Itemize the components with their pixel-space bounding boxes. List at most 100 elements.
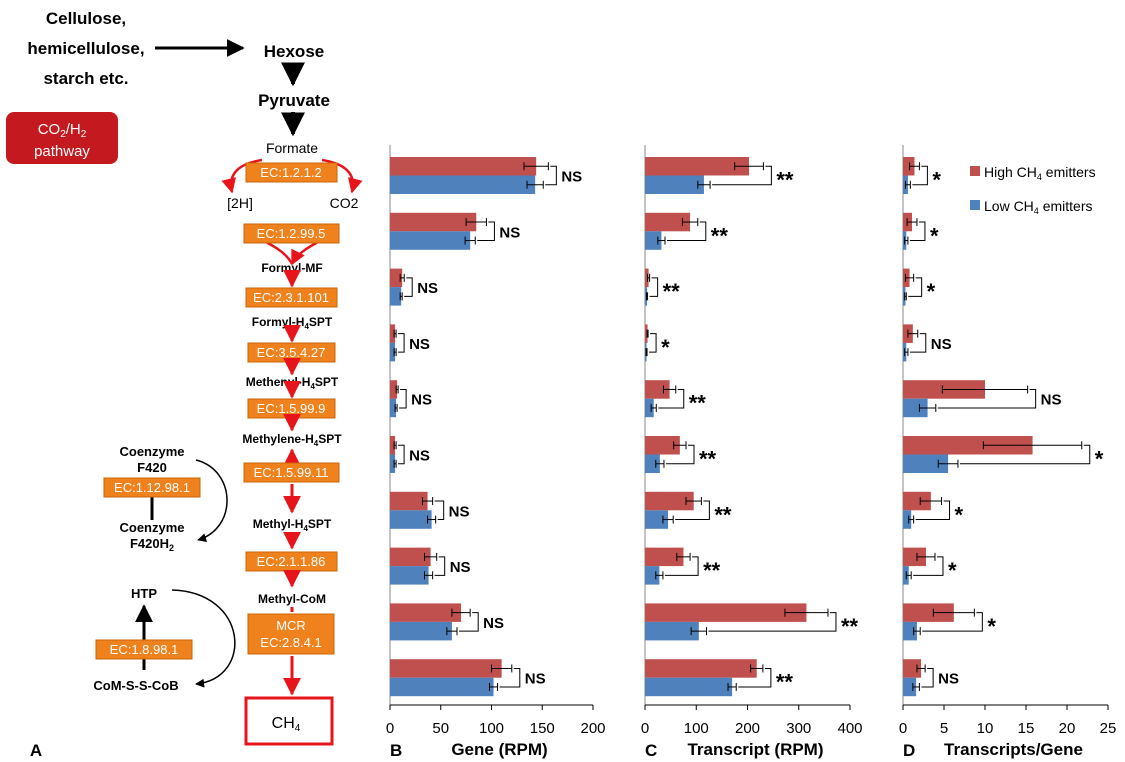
bar-d-high xyxy=(903,491,931,511)
bar-c-low xyxy=(645,398,654,418)
bar-b-low xyxy=(390,175,536,194)
significance-bracket-c xyxy=(708,612,837,632)
bar-b-low xyxy=(390,454,396,473)
significance-label-d: * xyxy=(927,279,936,304)
enzyme-label-4: EC:3.5.4.27 xyxy=(257,345,326,360)
bar-b-high xyxy=(390,380,398,399)
panel-label-d: D xyxy=(903,741,915,760)
bar-c-high xyxy=(645,603,807,622)
bar-d-high xyxy=(903,436,1033,455)
significance-label-c: ** xyxy=(689,391,707,416)
significance-label-b: NS xyxy=(411,392,432,409)
significance-label-c: ** xyxy=(776,168,794,193)
significance-bracket-c xyxy=(664,556,699,576)
enzyme-label-5: EC:1.5.99.9 xyxy=(257,401,326,416)
bar-c-high xyxy=(645,212,691,232)
significance-bracket-c xyxy=(649,333,657,353)
pathway-badge-line2: pathway xyxy=(34,143,90,160)
methane-label: CH4 xyxy=(272,715,301,734)
bar-d-high xyxy=(903,659,922,678)
significance-bracket-b xyxy=(434,556,446,576)
bar-c-low xyxy=(645,175,704,194)
bar-b-high xyxy=(390,659,502,678)
significance-label-b: NS xyxy=(525,671,546,688)
methane-box xyxy=(244,696,334,746)
pathway-badge-box xyxy=(6,112,118,164)
x-tick-label-d: 20 xyxy=(1059,720,1076,737)
significance-label-c: ** xyxy=(776,670,794,695)
bar-b-high xyxy=(390,157,537,176)
co2-label: CO2 xyxy=(330,195,359,211)
input-line-2: hemicellulose, xyxy=(27,39,144,58)
significance-bracket-d xyxy=(922,612,983,632)
bar-c-high xyxy=(645,547,684,567)
significance-bracket-b xyxy=(404,277,413,297)
significance-label-d: NS xyxy=(931,336,952,353)
mcr-label: MCR xyxy=(276,618,306,633)
significance-bracket-d xyxy=(908,277,923,297)
intermediate-formyl-h4spt: Formyl-H4SPT xyxy=(252,315,333,331)
legend: High CH4 emitters Low CH4 emitters xyxy=(970,164,1096,216)
significance-label-b: NS xyxy=(417,280,438,297)
significance-bracket-b xyxy=(398,444,405,465)
formate-label: Formate xyxy=(266,140,318,156)
coenzyme-cycle-arrow xyxy=(195,459,228,542)
bar-c-high xyxy=(645,659,757,678)
input-line-1: Cellulose, xyxy=(46,9,126,28)
significance-bracket-d xyxy=(937,388,1037,409)
intermediate-methyl-h4spt: Methyl-H4SPT xyxy=(253,517,332,533)
pathway-badge: CO2/H2 pathway xyxy=(6,112,118,164)
bar-d-low xyxy=(903,510,912,529)
bar-c-low xyxy=(645,566,660,585)
significance-label-b: NS xyxy=(499,224,520,241)
bar-c-low xyxy=(645,677,733,697)
bar-c-high xyxy=(645,436,680,455)
significance-bracket-d xyxy=(913,556,944,576)
pathway-badge-line1: CO2/H2 xyxy=(38,121,87,140)
x-tick-label-b: 200 xyxy=(580,720,605,737)
intermediate-methyl-com: Methyl-CoM xyxy=(258,592,326,606)
bar-b-low xyxy=(390,621,452,641)
significance-bracket-c xyxy=(658,388,685,409)
significance-bracket-c xyxy=(712,165,772,186)
significance-bracket-b xyxy=(399,388,407,409)
htp-label: HTP xyxy=(131,586,157,601)
x-tick-label-c: 200 xyxy=(735,720,760,737)
coenzyme-f420h2-line1: Coenzyme xyxy=(119,520,184,535)
significance-label-c: ** xyxy=(699,447,717,472)
significance-bracket-b xyxy=(499,667,521,688)
bar-b-high xyxy=(390,324,396,343)
significance-label-d: NS xyxy=(1041,392,1062,409)
enzyme-box-6 xyxy=(243,462,340,483)
bar-c-high xyxy=(645,268,649,288)
x-tick-label-c: 300 xyxy=(786,720,811,737)
enzyme-label-1: EC:1.2.1.2 xyxy=(260,165,321,180)
significance-label-d: * xyxy=(987,614,996,639)
significance-bracket-b xyxy=(458,612,479,632)
significance-label-c: ** xyxy=(663,279,681,304)
significance-label-b: NS xyxy=(409,448,430,465)
bar-c-high xyxy=(645,491,694,511)
bar-d-high xyxy=(903,547,926,567)
enzyme-box-mcr xyxy=(247,613,335,655)
significance-bracket-d xyxy=(959,444,1091,465)
bar-c-low xyxy=(645,621,699,641)
x-axis-title-c: Transcript (RPM) xyxy=(687,740,823,759)
enzyme-label-2: EC:1.2.99.5 xyxy=(257,226,326,241)
enzyme-label-3: EC:2.3.1.101 xyxy=(253,290,329,305)
bar-d-low xyxy=(903,398,928,418)
x-tick-label-d: 5 xyxy=(940,720,948,737)
significance-bracket-b xyxy=(398,333,405,353)
hexose-label: Hexose xyxy=(264,42,324,61)
formate-to-co2-arrow xyxy=(321,158,363,194)
x-tick-label-d: 10 xyxy=(977,720,994,737)
x-tick-label-b: 150 xyxy=(530,720,555,737)
significance-bracket-b xyxy=(477,221,495,242)
bar-b-low xyxy=(390,398,397,418)
mcr-ec-label: EC:2.8.4.1 xyxy=(260,635,321,650)
input-line-3: starch etc. xyxy=(43,69,128,88)
x-tick-label-c: 400 xyxy=(837,720,862,737)
enzyme-box-1 xyxy=(245,162,338,183)
